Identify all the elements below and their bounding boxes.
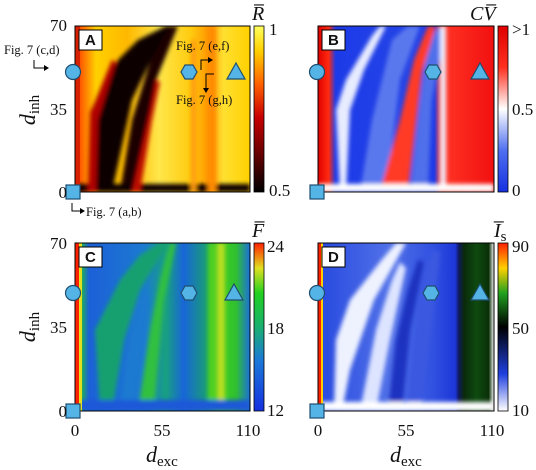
panel-c-ylabel: dinh: [15, 311, 43, 342]
panel-b-label: B: [328, 32, 339, 49]
annotation-gh-arrowhead: [203, 88, 209, 93]
panel-b-circle-marker: [308, 63, 326, 81]
panel-d-cb-tick-max: 90: [512, 237, 529, 256]
panel-c-cb-title: F̅: [251, 220, 266, 242]
panel-a-colorbar: [253, 25, 265, 193]
panel-b-cb-title: CV̅: [470, 3, 498, 25]
panel-c-label-box: [78, 246, 103, 268]
panel-b-label-box: [321, 29, 346, 51]
annotation-cd-arrow: [33, 60, 44, 69]
panel-d-heatmap: [318, 243, 494, 411]
annotation-fig7-ab: Fig. 7 (a,b): [86, 205, 142, 219]
panel-a-ytick-0: 0: [59, 183, 68, 202]
annotation-gh-arrow: [205, 73, 214, 88]
panel-d-cb-tick-min: 10: [512, 401, 529, 420]
panel-d-frame: [317, 242, 495, 412]
panel-c-xtick-110: 110: [236, 421, 261, 440]
annotation-ab-arrow: [71, 203, 80, 212]
panel-a: 1 0.5 R̅ A Fig. 7 (c,d) Fig. 7 (e,f) Fig…: [4, 3, 290, 219]
panel-c-cb-tick-max: 24: [267, 237, 285, 256]
panel-c-ytick-35: 35: [50, 318, 67, 337]
annotation-ef-arrowhead: [208, 57, 213, 63]
panel-c-xlabel: dexc: [146, 442, 178, 470]
panel-d-label-box: [321, 246, 346, 268]
panel-c-heatmap: [75, 243, 250, 411]
panel-c-xtick-55: 55: [154, 421, 171, 440]
panel-b-colorbar: [497, 25, 509, 193]
panel-a-triangle-marker: [225, 61, 247, 80]
panel-b-frame: [317, 25, 495, 193]
panel-c-circle-marker: [64, 284, 82, 302]
panel-a-cb-tick-min: 0.5: [269, 181, 290, 200]
panel-b-square-marker: [309, 184, 325, 200]
panel-d-circle-marker: [308, 284, 326, 302]
panel-d-xlabel: dexc: [390, 442, 422, 470]
annotation-ef-arrow: [200, 59, 208, 70]
panel-c-cb-tick-mid: 18: [267, 319, 284, 338]
annotation-fig7-cd: Fig. 7 (c,d): [4, 43, 60, 57]
panel-d: 90 50 10 I̅s D: [308, 220, 529, 420]
annotation-fig7-ef: Fig. 7 (e,f): [176, 39, 229, 53]
panel-d-triangle-marker: [469, 282, 491, 301]
panel-d-xtick-0: 0: [314, 421, 323, 440]
panel-a-heatmap: [75, 26, 250, 192]
panel-d-square-marker: [309, 403, 325, 419]
panel-a-frame: [74, 25, 251, 193]
panel-c-label: C: [85, 249, 96, 266]
panel-d-label: D: [328, 249, 339, 266]
panel-b-heatmap: [318, 26, 494, 192]
panel-d-xtick-55: 55: [398, 421, 415, 440]
annotation-fig7-gh: Fig. 7 (g,h): [176, 93, 232, 107]
panel-a-label-box: [78, 29, 103, 51]
panel-b-triangle-marker: [469, 61, 491, 80]
panel-c-ytick-70: 70: [50, 234, 67, 253]
panel-a-cb-tick-max: 1: [269, 20, 278, 39]
panel-c-triangle-marker: [223, 282, 245, 301]
panel-c-frame: [74, 242, 251, 412]
panel-b-cb-tick-max: >1: [512, 20, 530, 39]
panel-a-label: A: [85, 32, 96, 49]
panel-d-colorbar: [497, 242, 509, 412]
panel-d-xtick-110: 110: [480, 421, 505, 440]
annotation-cd-arrowhead: [44, 65, 49, 71]
panel-d-cb-title-sub: s: [501, 229, 507, 245]
panel-b: >1 0.5 0 CV̅ B: [308, 3, 533, 200]
panel-a-ylabel: dinh: [15, 94, 43, 125]
panel-b-cb-tick-mid: 0.5: [512, 100, 533, 119]
panel-a-ytick-70: 70: [50, 16, 67, 35]
panel-a-cb-title: R̅: [251, 3, 265, 25]
panel-c-square-marker: [65, 403, 81, 419]
panel-a-hexagon-marker: [180, 64, 198, 80]
panel-c: 24 18 12 F̅ C: [64, 220, 285, 420]
panel-c-ytick-0: 0: [59, 402, 68, 421]
panel-a-ytick-35: 35: [50, 100, 67, 119]
panel-c-colorbar: [253, 242, 265, 412]
panel-d-cb-title: I̅s: [493, 220, 507, 245]
panel-b-cb-tick-min: 0: [512, 181, 521, 200]
panel-d-cb-tick-mid: 50: [512, 319, 529, 338]
panel-c-hexagon-marker: [180, 285, 198, 301]
panel-d-hexagon-marker: [422, 285, 440, 301]
panel-b-hexagon-marker: [424, 64, 442, 80]
annotation-ab-arrowhead: [80, 208, 85, 214]
panel-c-cb-tick-min: 12: [267, 401, 284, 420]
panel-a-circle-marker: [64, 63, 82, 81]
panel-c-xtick-0: 0: [71, 421, 80, 440]
panel-a-square-marker: [65, 184, 81, 200]
